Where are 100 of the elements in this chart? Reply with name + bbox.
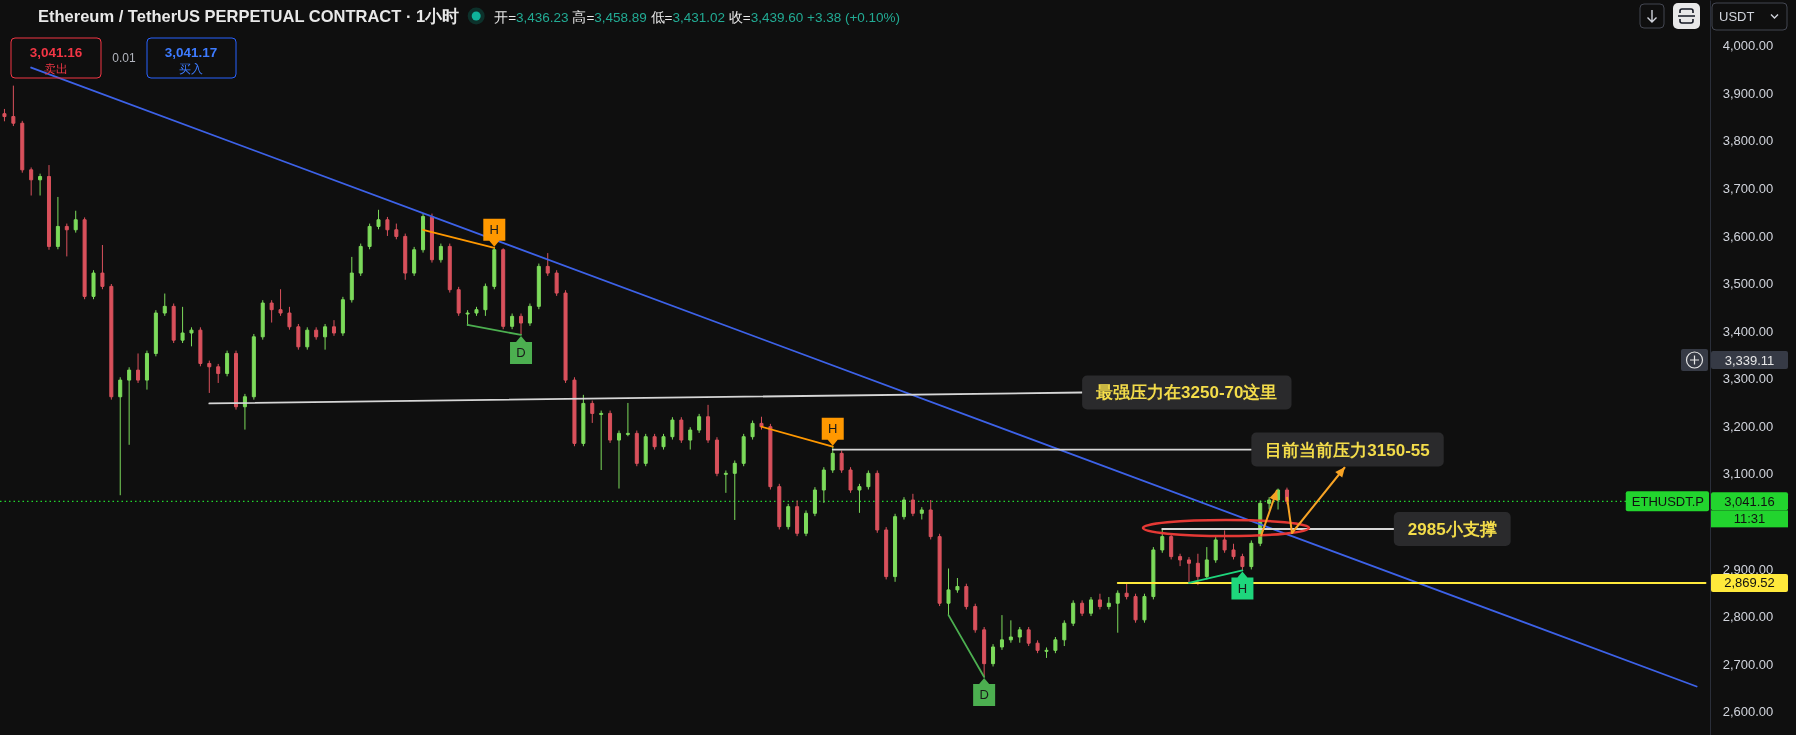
candlestick bbox=[465, 309, 470, 327]
y-tick-label: 3,400.00 bbox=[1722, 323, 1774, 339]
text: 11:31 bbox=[1733, 511, 1766, 527]
candlestick bbox=[1204, 546, 1209, 580]
candlestick bbox=[759, 416, 764, 431]
candlestick bbox=[269, 299, 274, 324]
candlestick bbox=[1222, 529, 1227, 554]
candlestick bbox=[483, 283, 488, 317]
y-tick-label: 3,600.00 bbox=[1722, 228, 1774, 244]
candlestick bbox=[331, 319, 336, 337]
candlestick bbox=[919, 506, 924, 520]
candlestick bbox=[741, 433, 746, 467]
candlestick bbox=[242, 393, 247, 431]
candlestick bbox=[795, 499, 800, 537]
candlestick bbox=[358, 243, 363, 277]
candlestick bbox=[812, 486, 817, 517]
candlestick bbox=[1044, 646, 1049, 659]
candlestick bbox=[982, 626, 987, 678]
y-tick-label: 2,600.00 bbox=[1722, 704, 1774, 720]
annotation: 0.01 bbox=[112, 51, 136, 65]
candlestick bbox=[73, 210, 78, 234]
candlestick bbox=[144, 350, 149, 391]
candlestick bbox=[830, 445, 835, 474]
candlestick bbox=[91, 269, 96, 300]
candlestick bbox=[1151, 546, 1156, 600]
candlestick bbox=[697, 413, 702, 434]
candlestick bbox=[260, 299, 265, 341]
candlestick bbox=[1213, 536, 1218, 564]
candlestick bbox=[1053, 636, 1058, 654]
candlestick bbox=[492, 247, 497, 290]
candlestick bbox=[750, 420, 755, 441]
candlestick bbox=[118, 376, 123, 496]
candlestick bbox=[340, 296, 345, 337]
candlestick bbox=[661, 433, 666, 451]
series-label: 目前当前压力3150-55 bbox=[1265, 440, 1430, 460]
candlestick bbox=[403, 233, 408, 281]
y-tick-label: 3,300.00 bbox=[1722, 371, 1774, 387]
candlestick bbox=[804, 509, 809, 537]
candlestick bbox=[1035, 639, 1040, 654]
candlestick bbox=[1267, 496, 1272, 510]
candlestick bbox=[1249, 539, 1254, 570]
candlestick bbox=[625, 402, 630, 437]
candlestick bbox=[171, 303, 176, 344]
candlestick bbox=[323, 323, 328, 351]
candlestick bbox=[412, 246, 417, 277]
candlestick bbox=[1080, 599, 1085, 617]
candlestick bbox=[1017, 626, 1022, 644]
candlestick bbox=[1008, 619, 1013, 644]
candlestick bbox=[1195, 553, 1200, 586]
series-label: 最强压力在3250-70这里 bbox=[1095, 383, 1278, 403]
y-tick-label: 3,200.00 bbox=[1722, 418, 1774, 434]
candlestick bbox=[652, 433, 657, 451]
candlestick bbox=[688, 426, 693, 451]
candlestick bbox=[937, 533, 942, 607]
candlestick bbox=[821, 466, 826, 504]
series-label: H bbox=[828, 421, 838, 437]
candlestick bbox=[723, 470, 728, 494]
data-label: 2,869.52 bbox=[1724, 575, 1775, 591]
y-tick-label: 3,700.00 bbox=[1722, 180, 1774, 196]
candlestick bbox=[848, 466, 853, 494]
candlestick bbox=[216, 363, 221, 384]
y-tick-label: 3,100.00 bbox=[1722, 466, 1774, 482]
text: USDT bbox=[1719, 9, 1755, 24]
candlestick bbox=[29, 166, 34, 197]
y-tick-label: 2,700.00 bbox=[1722, 656, 1774, 672]
candlestick bbox=[519, 313, 524, 336]
candlestick bbox=[572, 376, 577, 447]
candlestick bbox=[46, 164, 51, 251]
candlestick bbox=[456, 286, 461, 317]
candlestick bbox=[251, 333, 256, 401]
candlestick bbox=[82, 216, 87, 300]
candlestick bbox=[527, 303, 532, 327]
text: 3,339.11 bbox=[1724, 352, 1775, 368]
candlestick bbox=[207, 360, 212, 394]
candlestick bbox=[563, 289, 568, 384]
candlestick bbox=[634, 430, 639, 467]
chart-title: Ethereum / TetherUS PERPETUAL CONTRACT · 1小时 bbox=[38, 7, 460, 25]
candlestick bbox=[973, 603, 978, 634]
candlestick bbox=[55, 196, 60, 250]
candlestick bbox=[421, 213, 426, 254]
candlestick bbox=[180, 306, 185, 344]
candlestick bbox=[777, 483, 782, 530]
candlestick bbox=[1231, 543, 1236, 560]
candlestick bbox=[11, 85, 16, 127]
annotation: 3,041.16 bbox=[29, 45, 83, 60]
candlestick bbox=[893, 513, 898, 583]
candlestick bbox=[1071, 599, 1076, 627]
candlestick bbox=[786, 503, 791, 530]
candlestick bbox=[768, 423, 773, 491]
series-label: H bbox=[489, 222, 499, 238]
candlestick bbox=[732, 460, 737, 521]
candlestick bbox=[991, 643, 996, 667]
y-tick-label: 2,800.00 bbox=[1722, 609, 1774, 625]
candlestick bbox=[38, 173, 43, 197]
candlestick bbox=[599, 410, 604, 471]
candlestick bbox=[510, 313, 515, 330]
candlestick bbox=[376, 209, 381, 230]
candlestick bbox=[367, 223, 372, 250]
candlestick bbox=[314, 326, 319, 341]
candlestick bbox=[1124, 582, 1129, 600]
